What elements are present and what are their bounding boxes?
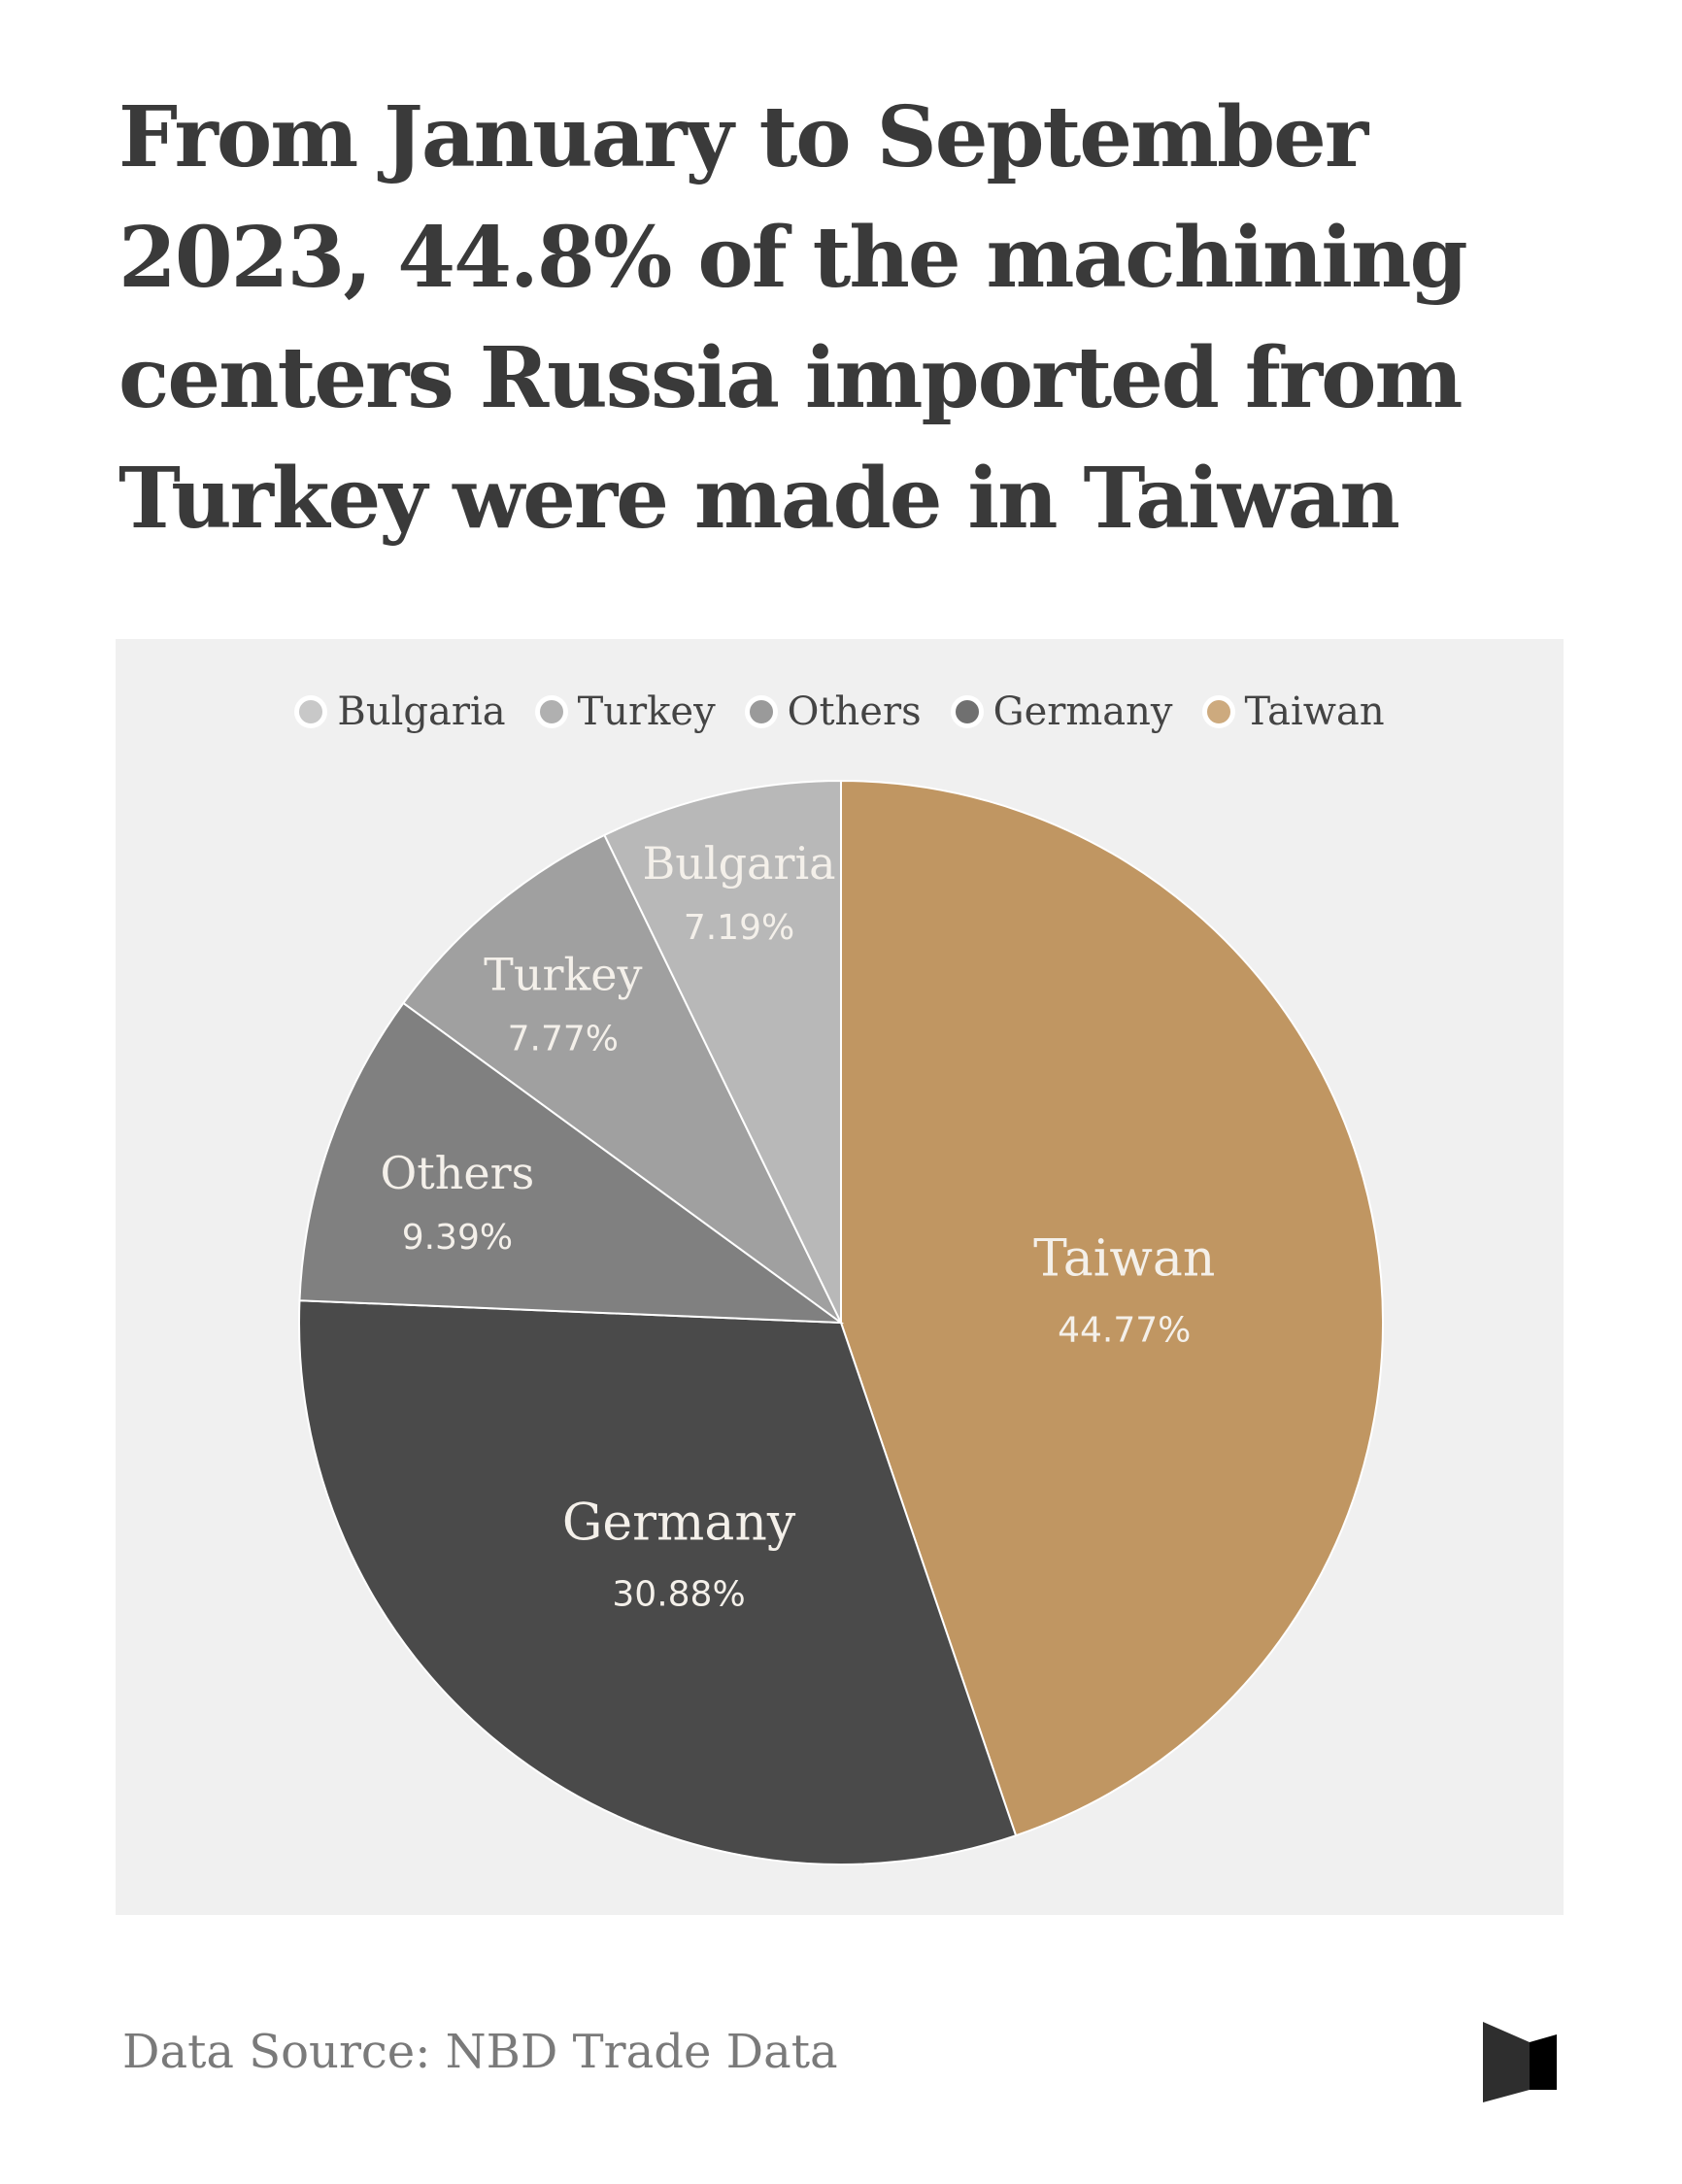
legend-item-germany[interactable]: Germany — [950, 689, 1173, 734]
legend-label: Germany — [992, 689, 1173, 734]
legend: Bulgaria Turkey Others Germany Taiwan — [116, 689, 1564, 734]
legend-item-others[interactable]: Others — [744, 689, 922, 734]
pie-chart: Taiwan 44.77% Germany 30.88% Others 9.39% Turk… — [298, 779, 1384, 1865]
legend-item-turkey[interactable]: Turkey — [534, 689, 716, 734]
slice-label-name: Taiwan — [1033, 1230, 1215, 1289]
chart-panel: Taiwan 44.77% Germany 30.88% Others 9.39% Turk… — [116, 639, 1564, 1915]
pie-slice-others[interactable] — [298, 1001, 845, 1325]
pie-slice-germany[interactable] — [298, 1299, 1018, 1865]
slice-label-value: 30.88% — [612, 1575, 745, 1615]
legend-label: Others — [787, 689, 922, 734]
slice-label-name: Turkey — [484, 948, 642, 1000]
slice-label-value: 44.77% — [1058, 1311, 1191, 1351]
legend-item-bulgaria[interactable]: Bulgaria — [294, 689, 506, 734]
slice-label-value: 7.19% — [684, 908, 794, 948]
pie-slice-bulgaria[interactable] — [603, 779, 842, 1324]
legend-swatch — [294, 695, 328, 728]
logo-icon — [1483, 2022, 1557, 2102]
legend-label: Bulgaria — [337, 689, 506, 734]
legend-swatch — [744, 695, 778, 728]
pie-slice-taiwan[interactable] — [840, 779, 1384, 1837]
legend-label: Turkey — [577, 689, 716, 734]
pie-slice-turkey[interactable] — [401, 833, 842, 1324]
legend-swatch — [1201, 695, 1235, 728]
slice-label-value: 7.77% — [508, 1019, 619, 1058]
slice-label-name: Bulgaria — [642, 837, 835, 890]
slice-label-name: Germany — [562, 1495, 796, 1553]
legend-item-taiwan[interactable]: Taiwan — [1201, 689, 1385, 734]
chart-title: From January to September 2023, 44.8% of… — [118, 88, 1468, 548]
legend-label: Taiwan — [1244, 689, 1385, 734]
slice-label-name: Others — [381, 1147, 535, 1199]
slice-label-value: 9.39% — [402, 1218, 513, 1258]
legend-swatch — [950, 695, 984, 728]
data-source: Data Source: NBD Trade Data — [122, 2025, 838, 2079]
legend-swatch — [534, 695, 568, 728]
